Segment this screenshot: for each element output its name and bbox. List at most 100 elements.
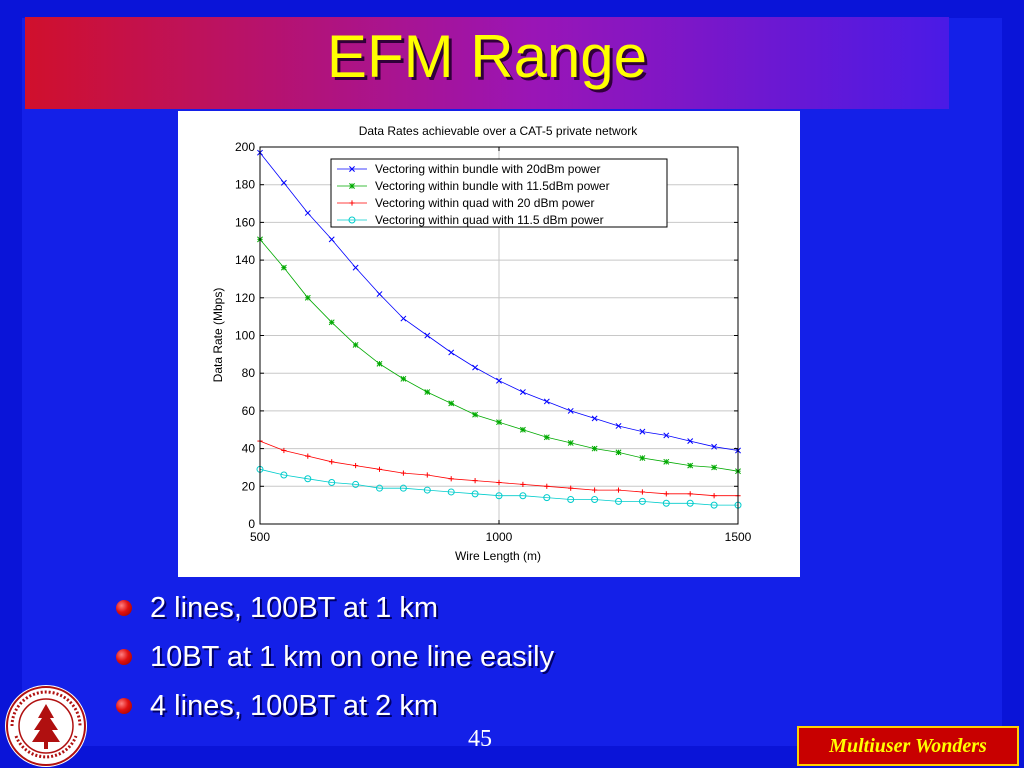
legend-marker — [349, 166, 355, 172]
y-tick-label: 80 — [242, 366, 256, 380]
data-point — [280, 179, 287, 186]
legend-box — [330, 158, 668, 228]
data-point — [544, 483, 550, 489]
slide-title: EFM Range — [326, 23, 648, 90]
x-tick-label: 1000 — [486, 530, 513, 544]
data-point — [663, 458, 670, 465]
bullet-dot-icon — [116, 600, 132, 616]
data-point — [376, 466, 383, 472]
legend-marker — [349, 183, 355, 189]
data-point — [663, 491, 669, 497]
data-point — [591, 445, 598, 452]
data-point — [352, 480, 360, 488]
data-point — [592, 487, 598, 493]
bullet-text: 10BT at 1 km on one line easily — [150, 641, 555, 673]
y-tick-label: 120 — [235, 291, 255, 305]
series — [256, 465, 742, 509]
data-point — [424, 332, 431, 339]
data-point — [638, 497, 646, 505]
data-point — [687, 438, 694, 445]
data-point — [567, 407, 574, 414]
chart-title: Data Rates achievable over a CAT-5 priva… — [359, 124, 639, 138]
data-point — [376, 360, 383, 367]
data-point — [280, 264, 287, 271]
bullet-dot-icon — [116, 649, 132, 665]
y-tick-label: 160 — [235, 215, 255, 229]
data-point — [448, 476, 454, 482]
data-point — [352, 264, 359, 271]
data-point — [448, 400, 455, 407]
data-point — [304, 294, 311, 301]
data-point — [711, 464, 718, 471]
data-point — [329, 459, 335, 465]
data-point — [472, 364, 479, 371]
x-tick-label: 1500 — [725, 530, 752, 544]
data-point — [711, 443, 718, 450]
y-tick-label: 60 — [242, 404, 256, 418]
data-point — [328, 236, 335, 243]
data-point — [568, 485, 574, 491]
data-point — [353, 462, 359, 469]
data-point — [543, 398, 550, 405]
data-point — [543, 494, 551, 502]
data-point — [639, 489, 645, 495]
legend-label: Vectoring within bundle with 20dBm power — [375, 162, 600, 176]
data-point — [472, 411, 479, 418]
data-point — [567, 495, 575, 503]
data-point — [447, 488, 455, 496]
bullet-text: 4 lines, 100BT at 2 km — [150, 690, 439, 722]
data-point — [615, 423, 622, 429]
y-tick-label: 200 — [235, 140, 255, 154]
legend-marker — [349, 200, 355, 206]
x-tick-label: 500 — [250, 530, 270, 544]
data-point — [280, 471, 288, 479]
data-point — [304, 210, 311, 216]
bullet-item: 10BT at 1 km on one line easily — [112, 637, 554, 686]
y-axis-label: Data Rate (Mbps) — [211, 288, 225, 383]
data-point — [400, 315, 407, 322]
bullet-item: 4 lines, 100BT at 2 km — [112, 686, 554, 735]
footer-tag: Multiuser Wonders — [797, 726, 1019, 766]
data-point — [472, 478, 478, 484]
data-point — [591, 415, 598, 422]
data-point — [496, 419, 502, 426]
data-point — [352, 341, 359, 348]
data-point — [328, 479, 336, 487]
data-point — [615, 449, 622, 456]
bullet-dot-icon — [116, 698, 132, 714]
data-point — [376, 291, 383, 297]
data-point — [423, 486, 431, 494]
y-tick-label: 180 — [235, 178, 255, 192]
series — [257, 236, 741, 475]
y-tick-label: 140 — [235, 253, 255, 267]
bullet-item: 2 lines, 100BT at 1 km — [112, 588, 554, 637]
data-point — [376, 484, 383, 492]
y-tick-label: 20 — [242, 479, 256, 493]
legend: Vectoring within bundle with 20dBm power… — [330, 158, 668, 228]
legend-label: Vectoring within bundle with 11.5dBm pow… — [375, 179, 610, 193]
x-axis-label: Wire Length (m) — [455, 549, 541, 563]
data-point — [471, 490, 479, 498]
data-point — [496, 377, 502, 384]
data-point — [663, 432, 670, 439]
data-point — [687, 462, 694, 469]
series — [257, 149, 741, 454]
data-point — [519, 389, 526, 396]
data-point — [281, 447, 287, 454]
data-point — [424, 389, 431, 396]
data-point — [305, 453, 311, 459]
data-point — [639, 455, 646, 461]
bullet-text: 2 lines, 100BT at 1 km — [150, 592, 439, 624]
university-seal-icon — [5, 685, 87, 767]
title-bar — [25, 17, 949, 109]
data-point — [495, 492, 503, 500]
chart-container: Data Rates achievable over a CAT-5 priva… — [178, 111, 800, 577]
data-point — [615, 497, 622, 505]
series-line — [259, 468, 738, 506]
y-tick-label: 100 — [235, 329, 255, 343]
legend-marker — [348, 216, 356, 224]
data-point — [400, 470, 406, 476]
data-point — [662, 499, 670, 507]
data-point — [711, 493, 717, 499]
series — [257, 438, 741, 499]
